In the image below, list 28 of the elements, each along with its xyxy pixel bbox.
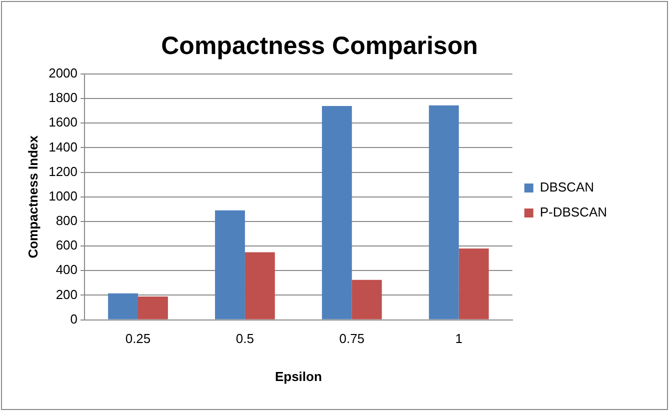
legend-label: DBSCAN	[540, 180, 594, 195]
legend-label: P-DBSCAN	[540, 204, 608, 220]
x-axis-title: Epsilon	[274, 368, 322, 384]
bar	[428, 105, 459, 320]
bar	[352, 280, 382, 320]
bar	[458, 248, 489, 320]
y-tick-label: 1400	[48, 139, 78, 154]
y-tick-label: 1200	[48, 164, 78, 179]
bar	[108, 293, 138, 320]
y-tick-label: 400	[56, 262, 78, 278]
y-axis-title: Compactness Index	[25, 134, 40, 258]
x-tick-label: 0.75	[339, 331, 365, 346]
bar	[215, 210, 245, 320]
x-tick-label: 0.5	[236, 331, 254, 346]
y-tick-label: 1800	[48, 90, 78, 106]
bar	[138, 296, 168, 320]
chart-title: Compactness Comparison	[161, 32, 478, 60]
y-tick-label: 2000	[48, 66, 78, 81]
y-tick-label: 600	[56, 238, 78, 253]
bar	[322, 106, 352, 320]
bar	[244, 252, 275, 320]
x-tick-label: 0.25	[125, 331, 151, 346]
x-tick-label: 1	[455, 331, 462, 346]
y-tick-label: 200	[56, 286, 78, 302]
y-tick-label: 0	[70, 311, 78, 326]
y-tick-label: 1000	[48, 188, 78, 204]
y-tick-label: 800	[56, 213, 78, 228]
y-tick-label: 1600	[48, 114, 78, 130]
